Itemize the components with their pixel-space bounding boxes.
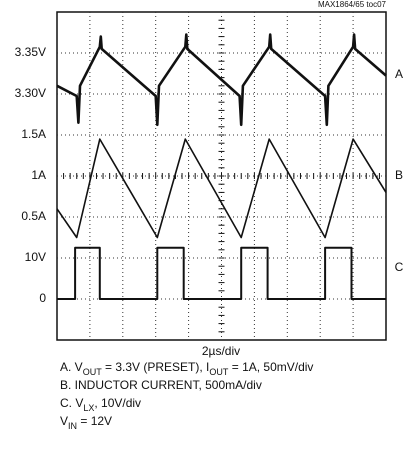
note-segment: = 3.3V (PRESET), I (102, 360, 210, 374)
y-tick-label: 0.5A (21, 209, 46, 223)
note-segment: OUT (83, 367, 103, 377)
trace-label: C (395, 260, 404, 274)
note-line: B. INDUCTOR CURRENT, 500mA/div (60, 378, 262, 392)
note-segment: IN (68, 421, 77, 431)
y-tick-label: 1A (31, 168, 46, 182)
note-segment: OUT (209, 367, 229, 377)
note-segment: LX (83, 403, 94, 413)
x-scale-label: 2µs/div (202, 344, 240, 358)
trace (56, 33, 387, 127)
trace-label: A (395, 67, 403, 81)
y-tick-label: 10V (25, 250, 46, 264)
y-tick-label: 3.30V (15, 86, 46, 100)
note-segment: B. INDUCTOR CURRENT, 500mA/div (60, 378, 262, 392)
y-tick-label: 3.35V (15, 45, 46, 59)
note-segment: A. V (60, 360, 83, 374)
trace (56, 138, 387, 239)
note-segment: C. V (60, 396, 83, 410)
y-tick-label: 1.5A (21, 127, 46, 141)
note-line: C. VLX, 10V/div (60, 396, 141, 413)
y-tick-label: 0 (39, 291, 46, 305)
note-segment: , 10V/div (94, 396, 141, 410)
note-line: A. VOUT = 3.3V (PRESET), IOUT = 1A, 50mV… (60, 360, 313, 377)
note-segment: = 1A, 50mV/div (228, 360, 313, 374)
trace (57, 246, 386, 300)
note-segment: V (60, 414, 68, 428)
corner-note: MAX1864/65 toc07 (318, 0, 387, 9)
note-line: VIN = 12V (60, 414, 112, 431)
trace-label: B (395, 168, 403, 182)
note-segment: = 12V (77, 414, 112, 428)
